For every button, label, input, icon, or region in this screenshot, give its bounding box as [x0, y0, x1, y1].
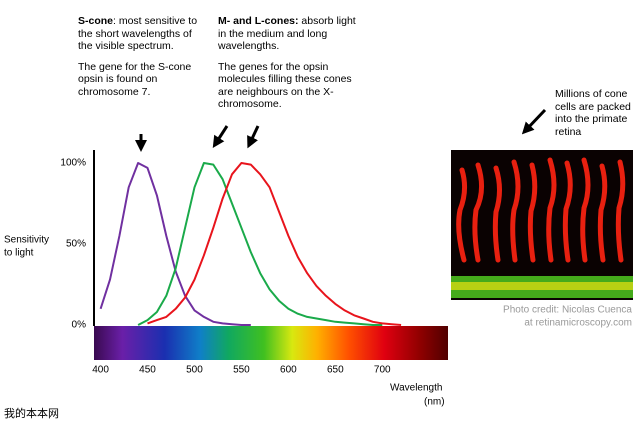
spectrum-bar	[94, 326, 448, 360]
note-paragraph: M- and L-cones: absorb light in the medi…	[218, 15, 360, 53]
note-text: : most sensitive to the short wavelength…	[78, 15, 198, 52]
note-paragraph: The gene for the S-cone opsin is found o…	[78, 61, 206, 99]
note-paragraph: S-cone: most sensitive to the short wave…	[78, 15, 206, 53]
x-tick-label: 450	[139, 365, 156, 376]
x-tick-label: 600	[280, 365, 297, 376]
y-label: Sensitivity	[4, 235, 49, 246]
x-label: Wavelength	[390, 383, 442, 394]
y-tick-label: 0%	[72, 320, 87, 331]
ml-cone-note: M- and L-cones: absorb light in the medi…	[218, 15, 360, 119]
x-tick-label: 550	[233, 365, 250, 376]
footer: 我的本本网	[4, 406, 59, 420]
photo-credit: at retinamicroscopy.com	[524, 318, 632, 329]
sensitivity-curve	[147, 162, 402, 326]
note-text: The gene for the S-cone opsin is found o…	[78, 60, 192, 98]
sensitivity-curve	[137, 162, 383, 326]
note-text: absorb light in the medium and long wave…	[218, 15, 356, 52]
note-text: The genes for the opsin molecules fillin…	[218, 60, 352, 111]
x-label: (nm)	[424, 397, 445, 408]
y-label: to light	[4, 248, 34, 259]
y-tick-label: 100%	[60, 158, 86, 169]
sensitivity-curve	[99, 162, 251, 326]
s-cone-note: S-cone: most sensitive to the short wave…	[78, 15, 206, 106]
x-tick-label: 400	[92, 365, 109, 376]
x-tick-label: 700	[374, 365, 391, 376]
x-tick-label: 650	[327, 365, 344, 376]
photo-credit: Photo credit: Nicolas Cuenca	[503, 305, 632, 316]
note-paragraph: The genes for the opsin molecules fillin…	[218, 61, 360, 111]
retina-note: Millions of cone cells are packed into t…	[555, 88, 631, 138]
retina-photo	[451, 150, 633, 300]
y-tick-label: 50%	[66, 239, 86, 250]
x-tick-label: 500	[186, 365, 203, 376]
note-bold: S-cone	[78, 15, 114, 27]
arrows	[135, 108, 547, 152]
note-bold: M- and L-cones:	[218, 15, 299, 27]
